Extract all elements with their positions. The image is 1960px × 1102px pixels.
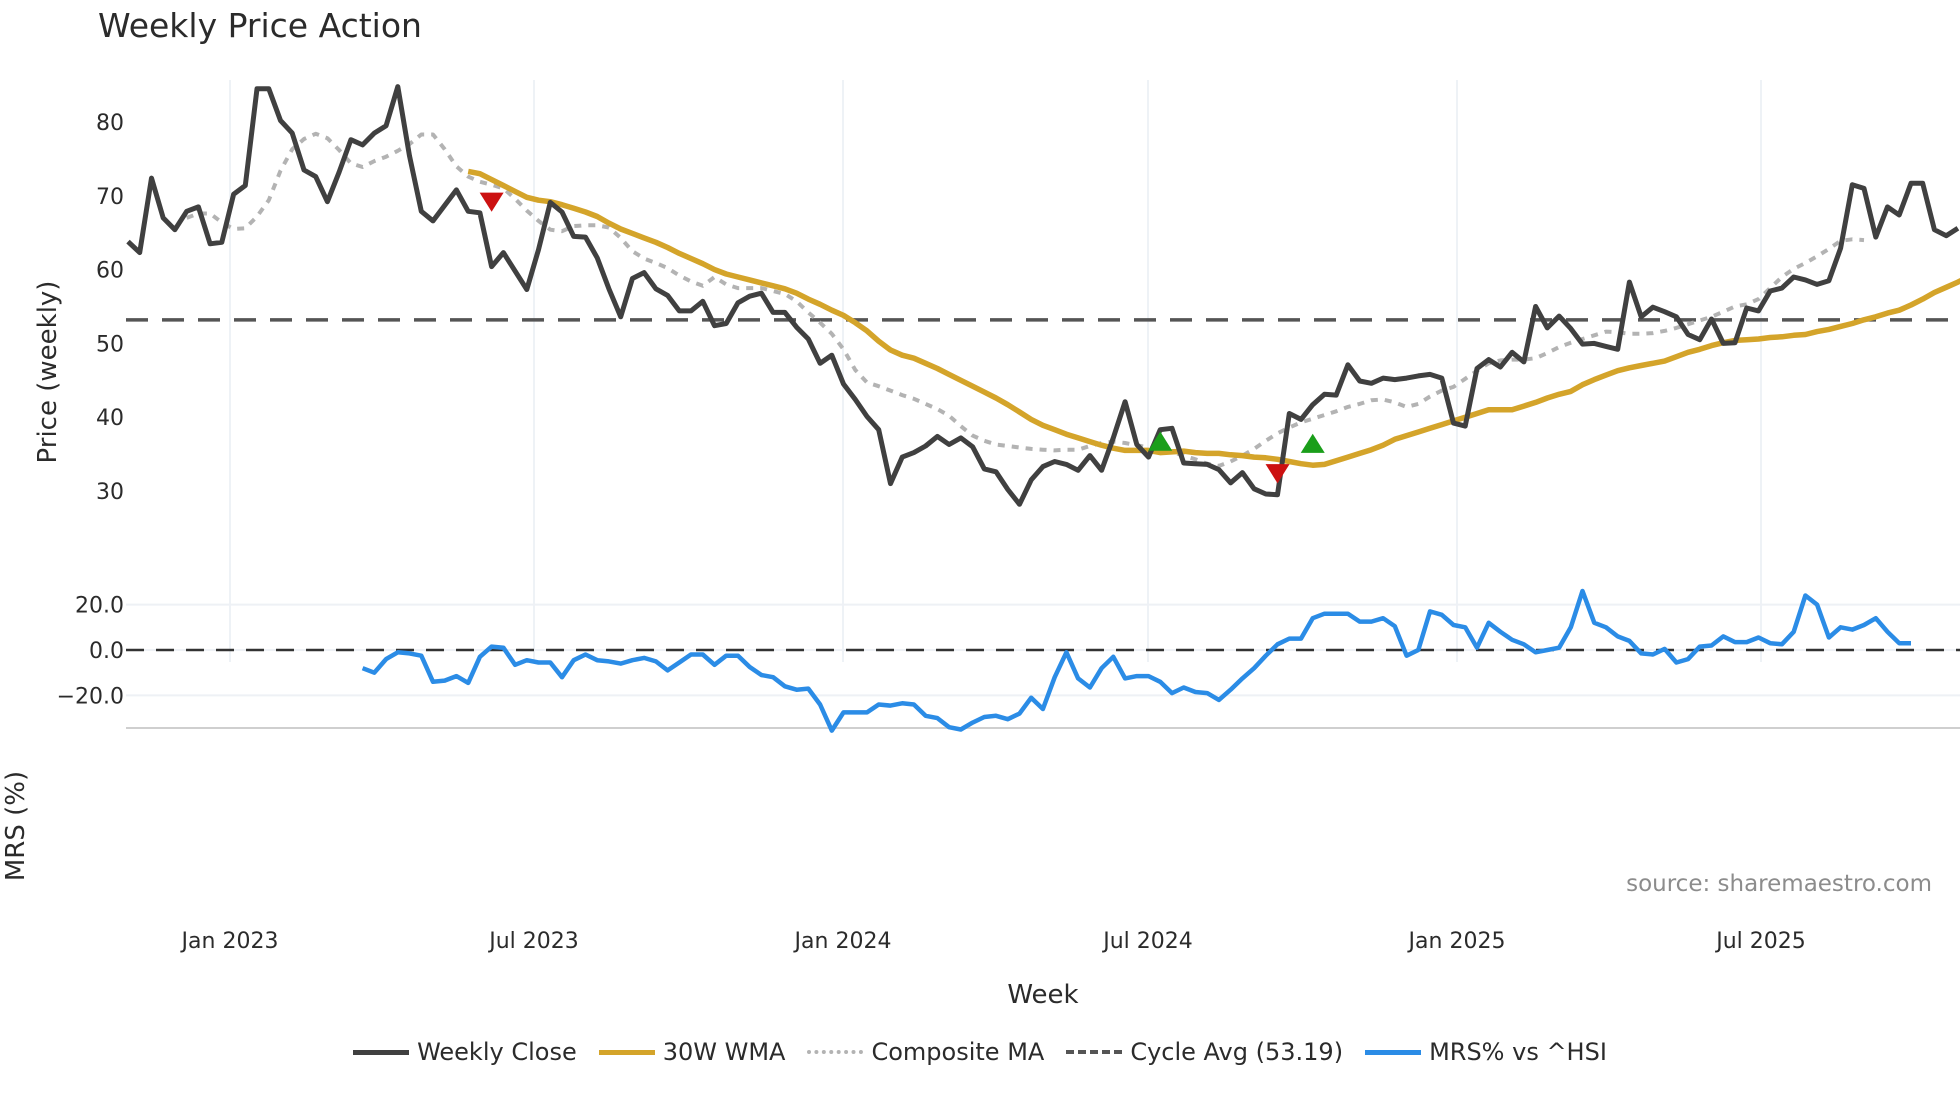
mrs-gridlines: 20.0 0.0 −20.0 [57,594,1960,709]
buy-signal-marker-icon [1300,433,1325,453]
signal-markers [479,192,1325,484]
legend-label: 30W WMA [662,1038,786,1066]
x-tick-label: Jul 2025 [1714,929,1806,954]
y-tick-label: 30 [96,480,124,505]
y-tick-label: 80 [96,111,124,136]
mrs-line [361,588,1911,733]
y-tick-label: 60 [96,259,124,284]
legend-item[interactable]: Weekly Close [353,1038,577,1066]
mrs-tick-label: 20.0 [75,594,124,619]
sell-signal-marker-icon [479,192,504,212]
chart-title: Weekly Price Action [98,6,422,45]
x-tick-label: Jan 2024 [793,929,892,954]
wma-30w-line [467,168,1960,468]
price-y-ticks: 30 40 50 60 70 80 [96,111,124,505]
legend-item[interactable]: Composite MA [807,1038,1044,1066]
price-y-axis-label: Price (weekly) [33,281,63,464]
x-tick-label: Jul 2024 [1101,929,1193,954]
sell-signal-marker-icon [1265,464,1290,484]
x-tick-label: Jan 2025 [1407,929,1506,954]
mrs-y-axis-label: MRS (%) [1,771,31,881]
legend-label: Weekly Close [417,1038,577,1066]
x-tick-label: Jul 2023 [487,929,579,954]
x-axis-label: Week [1007,980,1078,1010]
x-axis-ticks: Jan 2023 Jul 2023 Jan 2024 Jul 2024 Jan 2025… [180,929,1806,954]
vertical-gridlines [229,80,1762,662]
legend: Weekly Close 30W WMA Composite MA Cycle Avg… [0,1038,1960,1066]
source-note: source: sharemaestro.com [1626,871,1932,897]
legend-swatch-icon [807,1050,864,1054]
legend-label: Cycle Avg (53.19) [1130,1038,1344,1066]
legend-label: MRS% vs ^HSI [1429,1038,1607,1066]
legend-swatch-icon [1365,1049,1422,1055]
y-tick-label: 40 [96,406,124,431]
legend-label: Composite MA [871,1038,1045,1066]
legend-item[interactable]: 30W WMA [598,1038,786,1066]
legend-swatch-icon [353,1049,410,1055]
weekly-close-line [126,84,1960,507]
legend-swatch-icon [1066,1050,1123,1054]
mrs-tick-label: −20.0 [57,684,124,709]
mrs-series [361,588,1911,733]
buy-signal-marker-icon [1148,431,1173,451]
y-tick-label: 70 [96,185,124,210]
legend-item[interactable]: Cycle Avg (53.19) [1066,1038,1343,1066]
legend-swatch-icon [598,1049,655,1055]
composite-ma-line [185,131,1865,468]
x-tick-label: Jan 2023 [180,929,279,954]
legend-item[interactable]: MRS% vs ^HSI [1365,1038,1607,1066]
price-series [126,84,1960,507]
y-tick-label: 50 [96,332,124,357]
mrs-tick-label: 0.0 [89,639,124,664]
